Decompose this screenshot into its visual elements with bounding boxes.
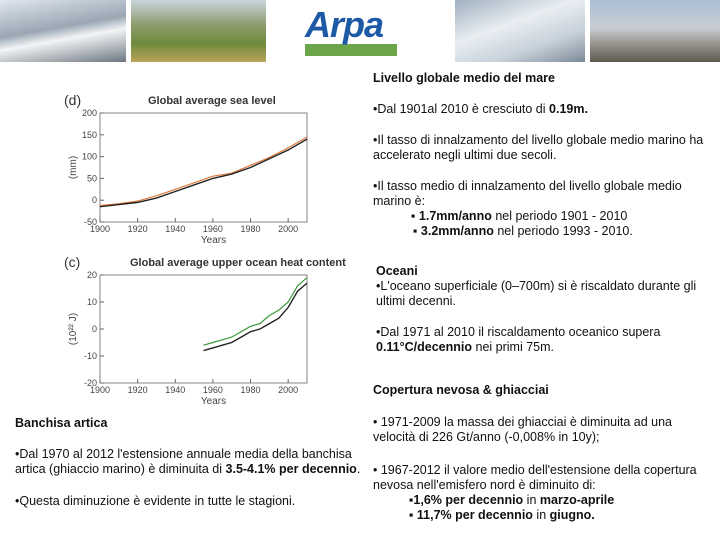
text: 0.11°C/decennio (376, 340, 473, 354)
x-tick-label: 1920 (128, 224, 148, 234)
panel-label: (d) (64, 92, 81, 108)
rate: ▪ 3.2mm/anno nel periodo 1993 - 2010. (373, 224, 713, 239)
snow-block: Copertura nevosa & ghiacciai • 1971-2009… (373, 383, 713, 523)
y-tick-label: 50 (87, 173, 97, 183)
y-tick-label: 0 (92, 195, 97, 205)
ocean-block: Oceani •L'oceano superficiale (0–700m) s… (376, 264, 706, 355)
y-tick-label: 20 (87, 270, 97, 280)
logo-text: Arpa (305, 4, 384, 45)
y-tick-label: 100 (82, 152, 97, 162)
paragraph: •Dal 1901al 2010 è cresciuto di 0.19m. (373, 102, 713, 117)
x-tick-label: 1960 (203, 385, 223, 395)
text: •Dal 1970 al 2012 l'estensione annuale m… (15, 447, 352, 476)
x-tick-label: 1980 (241, 385, 261, 395)
paragraph: •L'oceano superficiale (0–700m) si è ris… (376, 279, 697, 308)
text: nel periodo 1993 - 2010. (493, 224, 633, 238)
chart-title: Global average sea level (148, 95, 276, 107)
plot-area (99, 112, 308, 223)
text: in (532, 508, 550, 522)
text: 0.19m. (549, 102, 588, 116)
x-tick-label: 2000 (278, 224, 298, 234)
photo-mountains (0, 0, 126, 62)
charts: (d) Global average sea level-500501001502… (64, 92, 346, 407)
data-line (99, 136, 308, 207)
text: ▪ 3.2mm/anno (413, 224, 494, 238)
chart-title: Global average upper ocean heat content (130, 257, 346, 269)
x-tick-label: 1900 (90, 224, 110, 234)
x-tick-label: 1980 (241, 224, 261, 234)
heading: Oceani (376, 264, 418, 278)
panel-label: (c) (64, 254, 80, 270)
heading: Banchisa artica (15, 416, 108, 430)
y-tick-label: 200 (82, 108, 97, 118)
rate: ▪ 1.7mm/anno nel periodo 1901 - 2010 (373, 209, 713, 224)
text: 3.5-4.1% per decennio (225, 462, 357, 476)
paragraph: • 1967-2012 il valore medio dell'estensi… (373, 463, 697, 492)
logo: Arpa (305, 4, 410, 60)
text: nel periodo 1901 - 2010 (491, 209, 628, 223)
text: in (523, 493, 540, 507)
y-axis-label: (10²² J) (68, 313, 79, 345)
text: ▪1,6% per decennio (409, 493, 524, 507)
y-tick-label: 150 (82, 130, 97, 140)
x-tick-label: 1960 (203, 224, 223, 234)
text: giugno. (549, 508, 595, 522)
data-line (203, 282, 308, 352)
x-tick-label: 2000 (278, 385, 298, 395)
x-tick-label: 1940 (165, 385, 185, 395)
plot-area (99, 274, 308, 384)
sea-block: Livello globale medio del mare •Dal 1901… (373, 71, 713, 239)
paragraph: •Dal 1970 al 2012 l'estensione annuale m… (15, 447, 370, 477)
x-tick-label: 1940 (165, 224, 185, 234)
x-tick-label: 1920 (128, 385, 148, 395)
x-axis-label: Years (201, 235, 226, 246)
text: ▪ 1.7mm/anno (411, 209, 492, 223)
paragraph: •Questa diminuzione è evidente in tutte … (15, 494, 296, 508)
text: . (356, 462, 361, 476)
rate: ▪ 11,7% per decennio in giugno. (373, 508, 713, 523)
heading: Livello globale medio del mare (373, 71, 555, 85)
data-line (99, 138, 308, 208)
photo-glacier (455, 0, 585, 62)
text: marzo-aprile (539, 493, 615, 507)
y-tick-label: -20 (84, 378, 97, 388)
photo-field (131, 0, 266, 62)
heading: Copertura nevosa & ghiacciai (373, 383, 549, 397)
y-tick-label: -10 (84, 351, 97, 361)
y-tick-label: 0 (92, 324, 97, 334)
photo-castle (590, 0, 720, 62)
text: nei primi 75m. (472, 340, 554, 354)
paragraph: •Il tasso di innalzamento del livello gl… (373, 133, 704, 162)
rate: ▪1,6% per decennio in marzo-aprile (373, 493, 713, 508)
text: •Dal 1901al 2010 è cresciuto di (373, 102, 550, 116)
text: ▪ 11,7% per decennio (409, 508, 533, 522)
x-axis-label: Years (201, 396, 226, 407)
y-tick-label: 10 (87, 297, 97, 307)
text: •Dal 1971 al 2010 il riscaldamento ocean… (376, 325, 661, 339)
paragraph: •Il tasso medio di innalzamento del live… (373, 179, 682, 208)
y-axis-label: (mm) (68, 156, 79, 179)
paragraph: • 1971-2009 la massa dei ghiacciai è dim… (373, 415, 673, 444)
logo-bar (305, 44, 397, 56)
x-tick-label: 1900 (90, 385, 110, 395)
data-line (203, 277, 308, 346)
y-tick-label: -50 (84, 217, 97, 227)
arctic-block: Banchisa artica •Dal 1970 al 2012 l'este… (15, 416, 370, 509)
paragraph: •Dal 1971 al 2010 il riscaldamento ocean… (376, 325, 706, 355)
